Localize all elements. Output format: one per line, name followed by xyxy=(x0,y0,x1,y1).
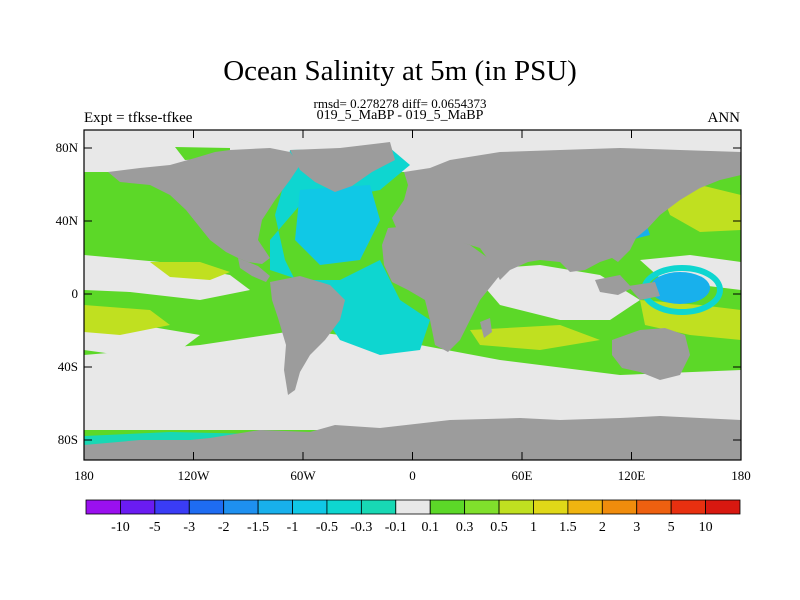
warm-pool-freshening xyxy=(650,272,710,304)
e-pacific-patch xyxy=(150,262,230,280)
indian-patch xyxy=(470,325,600,350)
lon-tick-label: 60W xyxy=(290,468,316,483)
lat-tick-label: 80N xyxy=(55,140,78,155)
southern-neutral xyxy=(84,330,741,430)
colorbar-label: -2 xyxy=(217,520,230,535)
lon-tick-label: 0 xyxy=(409,468,416,483)
lon-tick-label: 180 xyxy=(731,468,751,483)
colorbar-label: -5 xyxy=(148,520,161,535)
colorbar-label: -1 xyxy=(286,520,299,535)
pacific-patch xyxy=(84,305,170,335)
colorbar-label: 0.5 xyxy=(490,520,508,535)
colorbar-label: 1 xyxy=(529,520,537,535)
colorbar-swatch xyxy=(120,499,156,515)
colorbar-swatch xyxy=(636,499,672,515)
pacific-neutral xyxy=(84,255,250,300)
lat-tick-label: 0 xyxy=(71,286,79,301)
colorbar-label: -3 xyxy=(183,520,196,535)
colorbar-swatch xyxy=(533,499,569,515)
colorbar-swatch xyxy=(360,499,397,515)
colorbar-swatch xyxy=(464,499,500,515)
atlantic-core xyxy=(295,185,380,265)
map-title: Ocean Salinity at 5m (in PSU) xyxy=(223,55,577,87)
colorbar-label: 1.5 xyxy=(559,520,577,535)
colorbar-label: 3 xyxy=(633,520,641,535)
colorbar-label: -0.5 xyxy=(315,520,339,535)
colorbar-label: 5 xyxy=(667,520,675,535)
colorbar-swatch xyxy=(85,499,121,515)
lon-tick-label: 180 xyxy=(74,468,94,483)
colorbar-label: -1.5 xyxy=(247,520,270,535)
period-label: ANN xyxy=(707,110,741,126)
colorbar-swatch xyxy=(257,499,293,515)
colorbar-swatch xyxy=(498,499,534,515)
colorbar-label: -0.3 xyxy=(350,520,373,535)
colorbar-label: 0.1 xyxy=(421,520,439,535)
colorbar-label: 0.3 xyxy=(455,520,474,535)
stats-line: rmsd= 0.278278 diff= 0.0654373 xyxy=(313,96,487,111)
case-line: 019_5_MaBP - 019_5_MaBP xyxy=(316,108,484,123)
lon-tick-label: 60E xyxy=(511,468,533,483)
colorbar-swatch xyxy=(567,499,603,515)
indian-neutral xyxy=(470,265,640,320)
lon-tick-label: 120E xyxy=(617,468,646,483)
lon-tick-label: 120W xyxy=(177,468,210,483)
colorbar-swatch xyxy=(154,499,190,515)
colorbar-swatch xyxy=(705,499,741,515)
colorbar xyxy=(85,499,741,515)
expt-label: Expt = tfkse-tfkee xyxy=(84,110,193,126)
lat-tick-label: 40N xyxy=(55,213,78,228)
map-field xyxy=(84,130,741,460)
colorbar-swatch xyxy=(188,499,225,515)
colorbar-label: -0.1 xyxy=(384,520,407,535)
axis-ticks xyxy=(83,130,742,460)
colorbar-swatch xyxy=(223,499,259,515)
colorbar-swatch xyxy=(601,499,638,515)
colorbar-label: -10 xyxy=(111,520,130,535)
colorbar-swatch xyxy=(670,499,706,515)
colorbar-label: 10 xyxy=(698,520,713,535)
lat-tick-label: 40S xyxy=(57,359,78,374)
colorbar-swatch xyxy=(292,499,328,515)
lat-tick-label: 80S xyxy=(57,432,78,447)
continents xyxy=(84,142,741,460)
colorbar-label: 2 xyxy=(598,520,606,535)
colorbar-swatch xyxy=(429,499,466,515)
colorbar-swatch xyxy=(395,499,431,515)
colorbar-swatch xyxy=(326,499,362,515)
